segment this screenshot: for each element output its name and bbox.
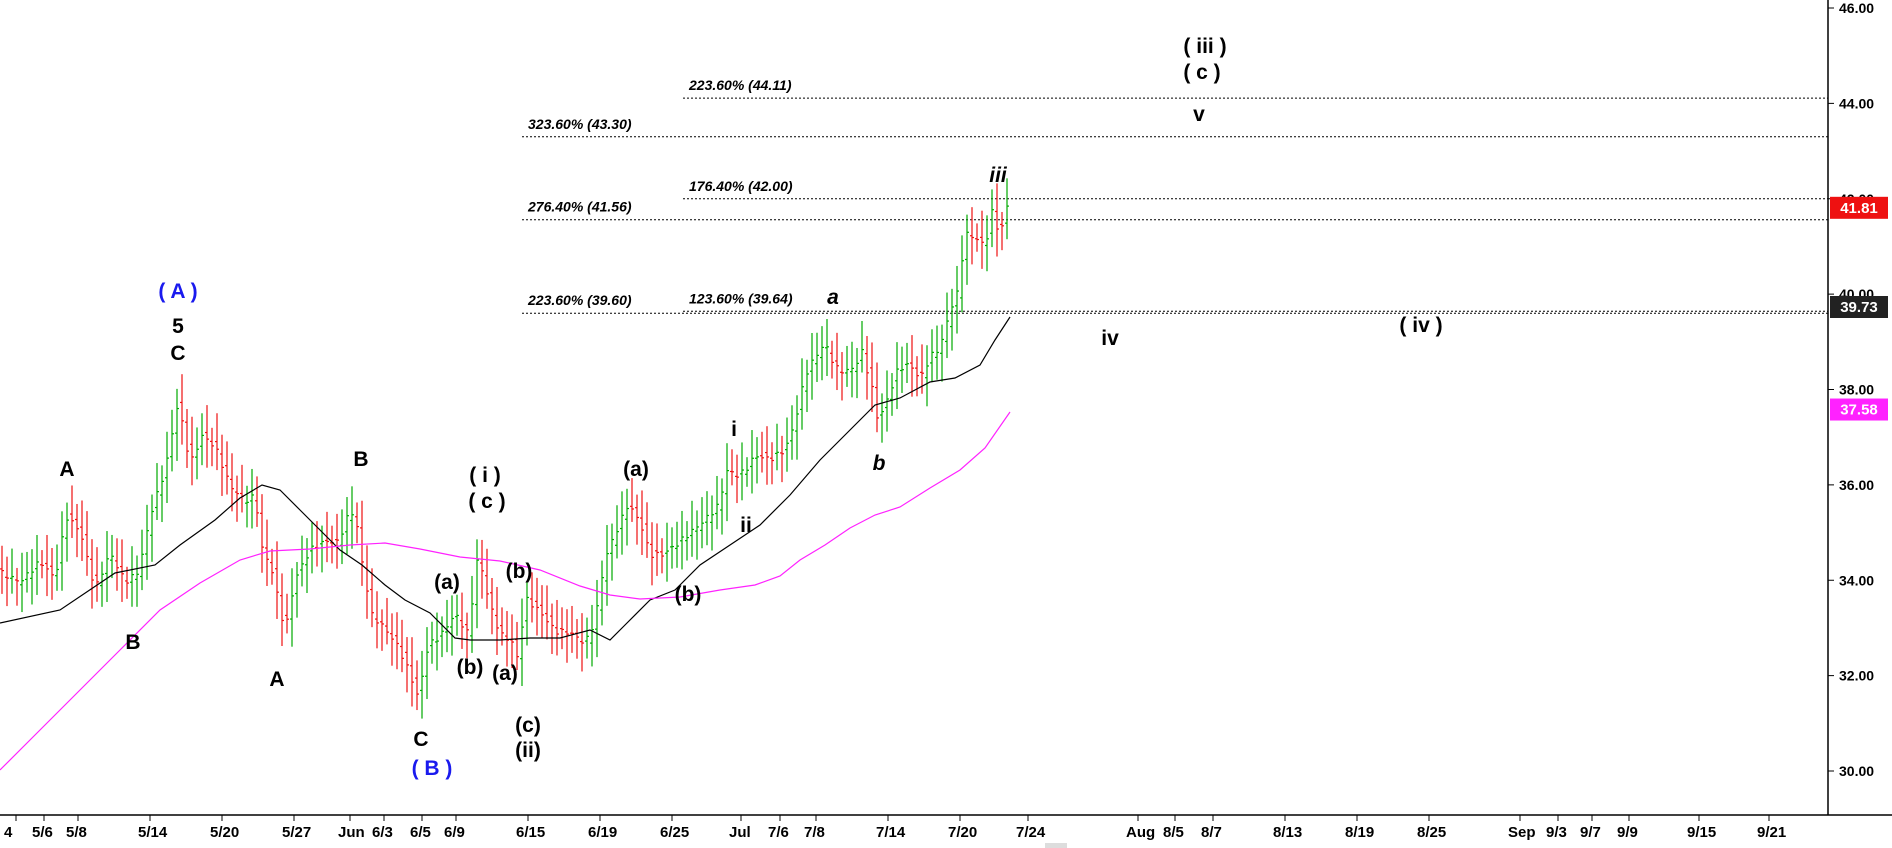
fib-label: 123.60% (39.64) bbox=[689, 290, 793, 306]
price-tag-box bbox=[1830, 398, 1888, 421]
x-tick-label: 6/15 bbox=[516, 824, 545, 841]
wave-label: ( A ) bbox=[158, 280, 197, 303]
y-tick-label: 30.00 bbox=[1839, 763, 1874, 779]
wave-label: (b) bbox=[675, 583, 702, 606]
fib-label: 323.60% (43.30) bbox=[528, 116, 632, 132]
y-tick-label: 36.00 bbox=[1839, 477, 1874, 493]
wave-label: ( iv ) bbox=[1399, 314, 1442, 337]
x-tick-label: 5/27 bbox=[282, 824, 311, 841]
x-tick-label: Jun bbox=[338, 824, 365, 841]
wave-label: B bbox=[125, 631, 140, 654]
wave-label: A bbox=[59, 458, 74, 481]
x-tick-label: Aug bbox=[1126, 824, 1155, 841]
x-tick-label: 9/7 bbox=[1580, 824, 1601, 841]
price-tag-label: 39.73 bbox=[1840, 299, 1878, 316]
x-tick-label: Jul bbox=[729, 824, 751, 841]
wave-label: i bbox=[731, 418, 737, 441]
x-tick-label: 9/9 bbox=[1617, 824, 1638, 841]
wave-label: ( c ) bbox=[468, 490, 505, 513]
price-candles bbox=[0, 178, 1009, 719]
wave-label: ( i ) bbox=[469, 464, 501, 487]
price-tag-box bbox=[1830, 196, 1888, 219]
y-tick-label: 34.00 bbox=[1839, 572, 1874, 588]
moving-average-magenta bbox=[0, 411, 1011, 771]
x-tick-label: 6/5 bbox=[410, 824, 431, 841]
x-tick-label: 8/5 bbox=[1163, 824, 1184, 841]
x-tick-label: 9/21 bbox=[1757, 824, 1786, 841]
wave-label: (b) bbox=[506, 560, 533, 583]
x-tick-label: 8/25 bbox=[1417, 824, 1446, 841]
wave-label: C bbox=[413, 728, 428, 751]
y-axis: 30.0032.0034.0036.0038.0040.0042.0044.00… bbox=[1827, 0, 1874, 815]
moving-averages bbox=[0, 316, 1011, 771]
x-tick-label: 6/9 bbox=[444, 824, 465, 841]
x-tick-label: 8/19 bbox=[1345, 824, 1374, 841]
x-tick-label: 7/20 bbox=[948, 824, 977, 841]
wave-label: ( iii ) bbox=[1183, 35, 1226, 58]
fib-label: 176.40% (42.00) bbox=[689, 178, 793, 194]
x-tick-label: 7/6 bbox=[768, 824, 789, 841]
wave-label: iii bbox=[989, 164, 1008, 187]
wave-label: C bbox=[170, 342, 185, 365]
wave-label: B bbox=[353, 448, 368, 471]
x-tick-label: 5/14 bbox=[138, 824, 168, 841]
fib-label: 223.60% (39.60) bbox=[527, 292, 632, 308]
wave-label: ii bbox=[740, 514, 752, 537]
y-tick-label: 38.00 bbox=[1839, 382, 1874, 398]
wave-label: v bbox=[1193, 103, 1205, 126]
wave-label: (c) bbox=[515, 714, 541, 737]
scroll-indicator bbox=[1045, 843, 1067, 848]
x-axis: 4 5/6 5/8 5/14 5/20 5/27 Jun 6/3 6/5 6/9 6/15 6/19 6… bbox=[0, 814, 1892, 848]
wave-label: ( c ) bbox=[1183, 61, 1220, 84]
x-tick-label: 5/6 bbox=[32, 824, 53, 841]
x-tick-label: 9/3 bbox=[1546, 824, 1567, 841]
x-tick-label: 5/8 bbox=[66, 824, 87, 841]
wave-label: (a) bbox=[434, 571, 460, 594]
x-tick-label: 7/8 bbox=[804, 824, 825, 841]
x-tick-label: 8/7 bbox=[1201, 824, 1222, 841]
x-tick-label: 7/24 bbox=[1016, 824, 1046, 841]
wave-labels: ( A ) 5 C A B A B C ( B ) ( i ) ( c ) (a) (b) (b) (a) (… bbox=[59, 35, 1442, 780]
x-tick-label: 6/25 bbox=[660, 824, 689, 841]
wave-label: b bbox=[873, 452, 886, 475]
wave-label: (ii) bbox=[515, 739, 541, 762]
x-tick-label: 6/19 bbox=[588, 824, 617, 841]
fib-label: 276.40% (41.56) bbox=[527, 199, 632, 215]
wave-label: a bbox=[827, 286, 839, 309]
wave-label: iv bbox=[1101, 327, 1119, 350]
x-tick-label: 4 bbox=[4, 824, 13, 841]
wave-label: 5 bbox=[172, 315, 184, 338]
wave-label: (a) bbox=[623, 458, 649, 481]
y-tick-label: 46.00 bbox=[1839, 0, 1874, 16]
y-tick-label: 32.00 bbox=[1839, 668, 1874, 684]
x-tick-label: 9/15 bbox=[1687, 824, 1716, 841]
fibonacci-levels: 223.60% (44.11) 323.60% (43.30) 176.40% (4… bbox=[522, 77, 1828, 314]
wave-label: (b) bbox=[457, 656, 484, 679]
x-tick-label: 8/13 bbox=[1273, 824, 1302, 841]
price-tag-box bbox=[1830, 296, 1888, 319]
moving-average-black bbox=[0, 316, 1011, 641]
wave-label: ( B ) bbox=[412, 757, 453, 780]
x-tick-label: 5/20 bbox=[210, 824, 239, 841]
wave-label: (a) bbox=[492, 662, 518, 685]
x-tick-label: Sep bbox=[1508, 824, 1536, 841]
x-tick-label: 6/3 bbox=[372, 824, 393, 841]
x-tick-label: 7/14 bbox=[876, 824, 906, 841]
price-tag-label: 37.58 bbox=[1840, 402, 1878, 419]
fib-label: 223.60% (44.11) bbox=[688, 77, 792, 93]
y-tick-label: 44.00 bbox=[1839, 95, 1874, 111]
wave-label: A bbox=[269, 668, 284, 691]
price-tags: 41.81 39.73 37.58 bbox=[1830, 196, 1888, 421]
price-tag-label: 41.81 bbox=[1840, 200, 1878, 217]
